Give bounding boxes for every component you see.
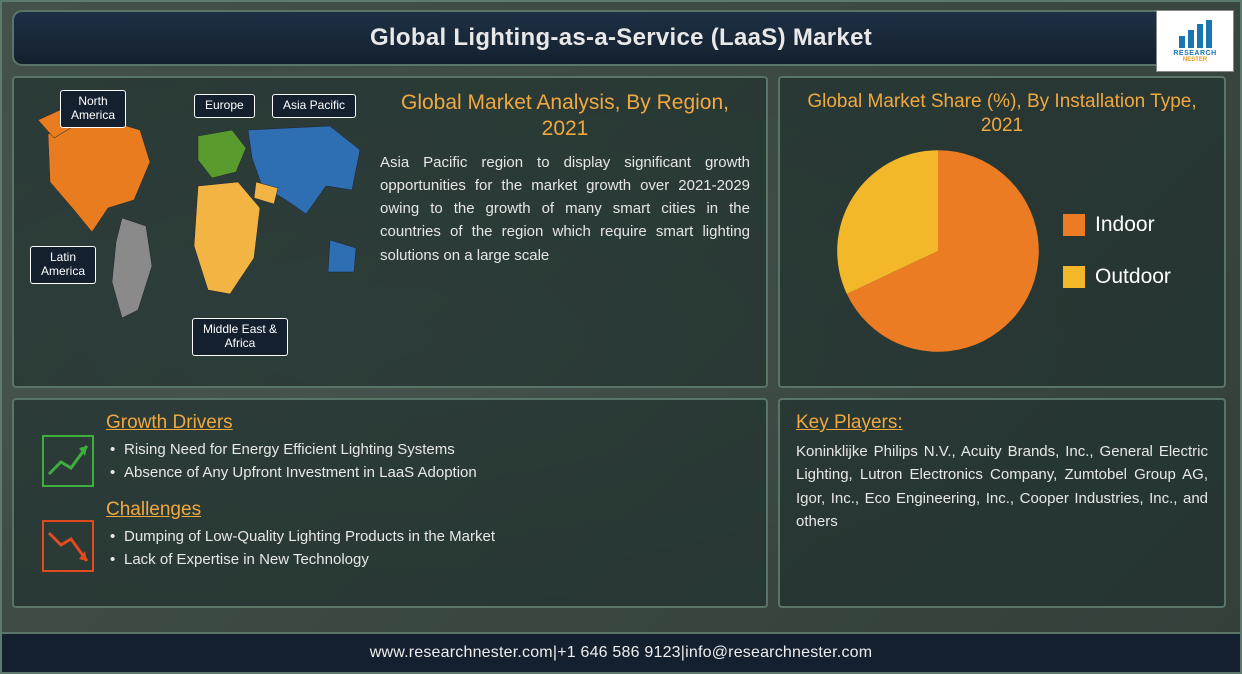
footer-bar: www.researchnester.com | +1 646 586 9123… xyxy=(2,632,1240,672)
legend-label: Indoor xyxy=(1095,213,1155,237)
drivers-text-column: Growth Drivers Rising Need for Energy Ef… xyxy=(106,412,750,594)
challenges-list: Dumping of Low-Quality Lighting Products… xyxy=(106,525,750,572)
logo-text-1: RESEARCH xyxy=(1173,50,1216,57)
region-label-latin-america: LatinAmerica xyxy=(30,246,96,284)
brand-logo: RESEARCH NESTER xyxy=(1156,10,1234,72)
pie-chart-svg xyxy=(833,146,1043,356)
growth-drivers-list: Rising Need for Energy Efficient Lightin… xyxy=(106,438,750,485)
region-europe xyxy=(198,130,246,178)
pie-chart xyxy=(833,146,1043,356)
pie-legend: Indoor Outdoor xyxy=(1063,213,1171,289)
challenges-heading: Challenges xyxy=(106,499,750,521)
market-share-panel: Global Market Share (%), By Installation… xyxy=(778,76,1226,388)
list-item: Dumping of Low-Quality Lighting Products… xyxy=(106,525,750,548)
footer-email: info@researchnester.com xyxy=(685,644,872,662)
regional-analysis-text: Global Market Analysis, By Region, 2021 … xyxy=(370,90,750,374)
regional-analysis-panel: NorthAmerica Europe Asia Pacific LatinAmeri… xyxy=(12,76,768,388)
region-mea xyxy=(194,182,278,294)
logo-bars-icon xyxy=(1179,20,1212,48)
key-players-panel: Key Players: Koninklijke Philips N.V., A… xyxy=(778,398,1226,608)
page-title: Global Lighting-as-a-Service (LaaS) Mark… xyxy=(370,24,872,52)
drivers-icons-column xyxy=(30,412,106,594)
footer-phone: +1 646 586 9123 xyxy=(557,644,681,662)
regional-analysis-title: Global Market Analysis, By Region, 2021 xyxy=(380,90,750,143)
list-item: Lack of Expertise in New Technology xyxy=(106,548,750,571)
region-label-north-america: NorthAmerica xyxy=(60,90,126,128)
pie-row: Indoor Outdoor xyxy=(833,146,1171,356)
key-players-heading: Key Players: xyxy=(796,412,1208,434)
region-latin-america xyxy=(112,218,152,318)
legend-item-outdoor: Outdoor xyxy=(1063,265,1171,289)
region-label-middle-east-africa: Middle East &Africa xyxy=(192,318,288,356)
legend-swatch-icon xyxy=(1063,214,1085,236)
header-bar: Global Lighting-as-a-Service (LaaS) Mark… xyxy=(12,10,1230,66)
world-map: NorthAmerica Europe Asia Pacific LatinAmeri… xyxy=(30,90,370,374)
region-label-asia-pacific: Asia Pacific xyxy=(272,94,356,118)
market-share-title: Global Market Share (%), By Installation… xyxy=(796,90,1208,138)
legend-item-indoor: Indoor xyxy=(1063,213,1171,237)
challenge-trend-down-icon xyxy=(41,519,95,573)
region-label-europe: Europe xyxy=(194,94,255,118)
main-grid: NorthAmerica Europe Asia Pacific LatinAmeri… xyxy=(2,76,1240,608)
footer-website: www.researchnester.com xyxy=(370,644,553,662)
legend-label: Outdoor xyxy=(1095,265,1171,289)
logo-text-2: NESTER xyxy=(1183,57,1207,63)
list-item: Absence of Any Upfront Investment in Laa… xyxy=(106,461,750,484)
region-north-america xyxy=(38,110,150,232)
list-item: Rising Need for Energy Efficient Lightin… xyxy=(106,438,750,461)
drivers-challenges-panel: Growth Drivers Rising Need for Energy Ef… xyxy=(12,398,768,608)
growth-drivers-heading: Growth Drivers xyxy=(106,412,750,434)
growth-trend-up-icon xyxy=(41,434,95,488)
key-players-body: Koninklijke Philips N.V., Acuity Brands,… xyxy=(796,440,1208,533)
regional-analysis-body: Asia Pacific region to display significa… xyxy=(380,151,750,267)
legend-swatch-icon xyxy=(1063,266,1085,288)
